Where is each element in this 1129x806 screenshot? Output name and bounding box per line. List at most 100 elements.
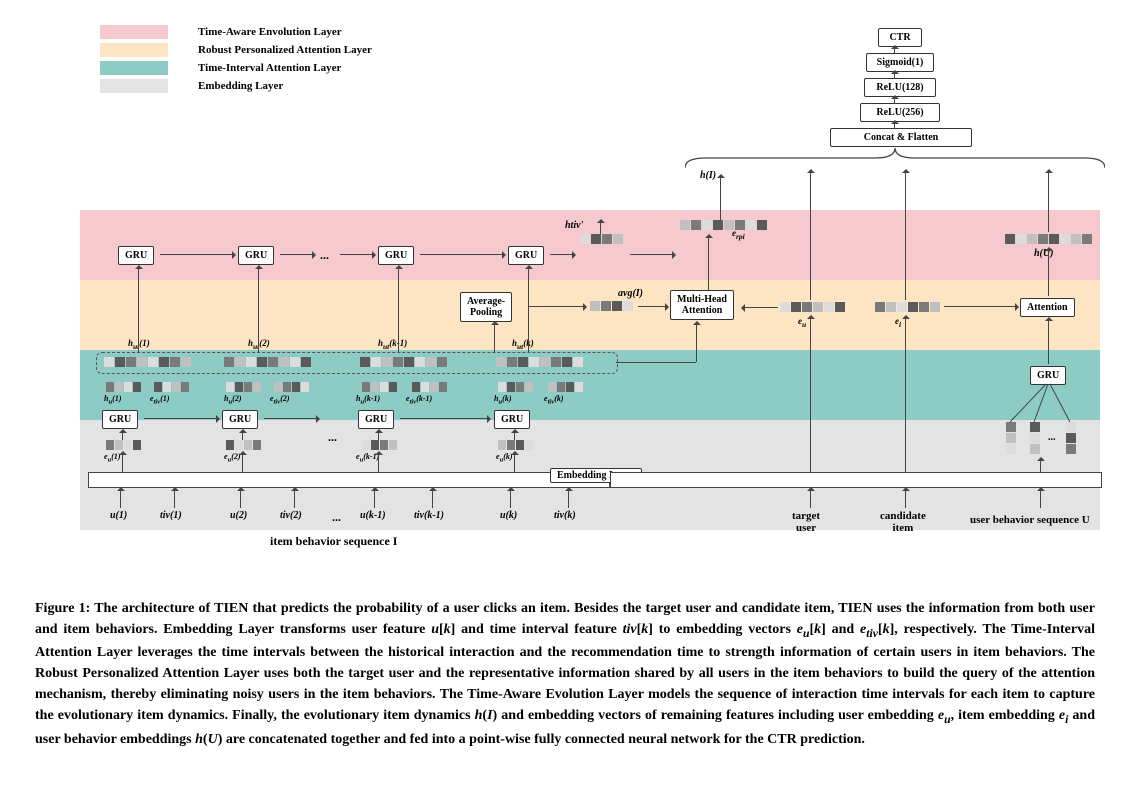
figure: Time-Aware Envolution Layer Robust Perso…: [20, 20, 1109, 580]
legend-swatch-gray: [100, 79, 168, 93]
time-aware-band: [80, 210, 1100, 280]
hut-label: hut(k-1): [378, 338, 407, 351]
candidate-item-label: candidate item: [880, 510, 926, 534]
sigmoid-box: Sigmoid(1): [866, 53, 934, 72]
avgI-block: [590, 301, 633, 311]
arrow: [810, 316, 811, 472]
relu256-box: ReLU(256): [860, 103, 940, 122]
fanin-lines: [1002, 382, 1082, 424]
arrow: [294, 488, 295, 508]
arrow: [894, 121, 895, 128]
arrow: [810, 170, 811, 300]
etiv-label: etiv(2): [270, 394, 290, 406]
u-label: u(k-1): [360, 510, 386, 521]
arrow: [398, 266, 399, 352]
ellipsis: ...: [1048, 432, 1056, 443]
htiv-label: htiv': [565, 220, 583, 231]
legend-row: Time-Aware Envolution Layer: [100, 25, 372, 39]
figure-caption: Figure 1: The architecture of TIEN that …: [20, 598, 1110, 750]
arrow: [242, 452, 243, 472]
arrow: [160, 254, 235, 255]
arrow: [420, 254, 505, 255]
legend-swatch-teal: [100, 61, 168, 75]
arrow: [1040, 488, 1041, 508]
htiv-block: [580, 234, 623, 244]
teal-block: [104, 357, 191, 367]
avgI-label: avg(I): [618, 288, 643, 299]
teal-block: [224, 357, 311, 367]
arrow: [894, 71, 895, 78]
u-label: u(2): [230, 510, 247, 521]
etiv-block: [548, 382, 583, 392]
arrow: [600, 220, 601, 234]
arrow: [720, 175, 721, 220]
ellipsis: ...: [320, 248, 329, 263]
etiv-block: [274, 382, 309, 392]
arrow: [528, 266, 529, 352]
erpi-label: erpi: [732, 228, 745, 241]
legend-swatch-pink: [100, 25, 168, 39]
target-user-label: target user: [792, 510, 820, 534]
arrow: [944, 306, 1018, 307]
arrow: [742, 307, 778, 308]
hu-label: hu(k): [494, 394, 511, 406]
arrow: [122, 430, 123, 440]
legend-swatch-orange: [100, 43, 168, 57]
ellipsis: ...: [328, 430, 337, 445]
item-emb-stack: [1006, 422, 1016, 454]
arrow: [138, 266, 139, 352]
hI-block: [680, 220, 767, 230]
arrow: [122, 452, 123, 472]
avg-pool-box: Average- Pooling: [460, 292, 512, 322]
multihead-box: Multi-Head Attention: [670, 290, 734, 320]
etiv-block: [412, 382, 447, 392]
embedding-bar: [610, 472, 1102, 488]
hu-block: [106, 382, 141, 392]
etiv-label: etiv(k-1): [406, 394, 432, 406]
hu-block: [362, 382, 397, 392]
legend-label: Embedding Layer: [198, 80, 283, 92]
etiv-block: [154, 382, 189, 392]
hut-label: hut(k): [512, 338, 534, 351]
relu128-box: ReLU(128): [864, 78, 936, 97]
tiv-label: tiv(k): [554, 510, 576, 521]
hu-block: [498, 382, 533, 392]
teal-block: [496, 357, 583, 367]
hu-label: hu(k-1): [356, 394, 380, 406]
arrow: [1048, 318, 1049, 364]
legend-row: Time-Interval Attention Layer: [100, 61, 372, 75]
arrow: [894, 96, 895, 103]
legend-label: Robust Personalized Attention Layer: [198, 44, 372, 56]
arrow: [616, 362, 696, 363]
arrow: [432, 488, 433, 508]
arrow: [630, 254, 675, 255]
legend: Time-Aware Envolution Layer Robust Perso…: [100, 25, 372, 97]
legend-row: Robust Personalized Attention Layer: [100, 43, 372, 57]
hI-label: h(I): [700, 170, 716, 181]
tiv-label: tiv(2): [280, 510, 302, 521]
tiv-label: tiv(k-1): [414, 510, 444, 521]
arrow: [378, 430, 379, 440]
arrow: [242, 430, 243, 440]
ctr-box: CTR: [878, 28, 922, 47]
hu-label: hu(1): [104, 394, 121, 406]
user-seq-label: user behavior sequence U: [970, 514, 1090, 526]
arrow: [514, 452, 515, 472]
arrow: [400, 418, 490, 419]
arrow: [264, 418, 319, 419]
brace-icon: [685, 146, 1105, 172]
item-emb-stack: [1066, 422, 1076, 454]
arrow: [378, 452, 379, 472]
u-label: u(1): [110, 510, 127, 521]
legend-label: Time-Interval Attention Layer: [198, 62, 341, 74]
legend-row: Embedding Layer: [100, 79, 372, 93]
embedding-bar: [88, 472, 610, 488]
arrow: [708, 235, 709, 290]
legend-label: Time-Aware Envolution Layer: [198, 26, 342, 38]
arrow: [905, 316, 906, 472]
arrow: [340, 254, 375, 255]
arrow: [905, 488, 906, 508]
arrow: [280, 254, 315, 255]
teal-block: [360, 357, 447, 367]
arrow: [1048, 170, 1049, 232]
